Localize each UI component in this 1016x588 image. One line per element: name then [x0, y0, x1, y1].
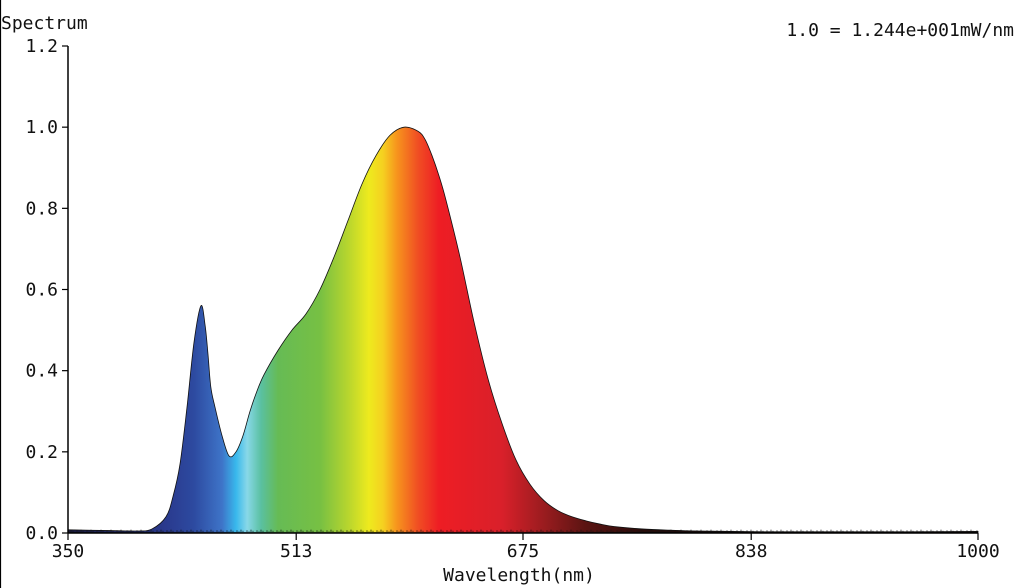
- spectrum-fill: [67, 126, 979, 534]
- x-ticks: 350 513 675 838 1000: [52, 533, 1000, 562]
- y-tick-label: 1.2: [25, 36, 58, 57]
- x-tick-label: 675: [507, 541, 540, 562]
- x-tick-label: 350: [52, 541, 85, 562]
- x-tick-label: 513: [280, 541, 313, 562]
- y-tick-label: 0.8: [25, 198, 58, 219]
- spectrum-area: [67, 126, 979, 534]
- y-ticks: 0.0 0.2 0.4 0.6 0.8 1.0 1.2: [25, 36, 68, 544]
- x-tick-label: 1000: [956, 541, 999, 562]
- y-tick-label: 0.2: [25, 442, 58, 463]
- y-tick-label: 0.6: [25, 280, 58, 301]
- chart-title: Spectrum: [1, 13, 88, 34]
- y-tick-label: 1.0: [25, 117, 58, 138]
- x-axis-label: Wavelength(nm): [443, 565, 595, 586]
- y-tick-label: 0.0: [25, 523, 58, 544]
- scale-note: 1.0 = 1.244e+001mW/nm: [786, 20, 1014, 41]
- x-tick-label: 838: [735, 541, 768, 562]
- y-tick-label: 0.4: [25, 361, 58, 382]
